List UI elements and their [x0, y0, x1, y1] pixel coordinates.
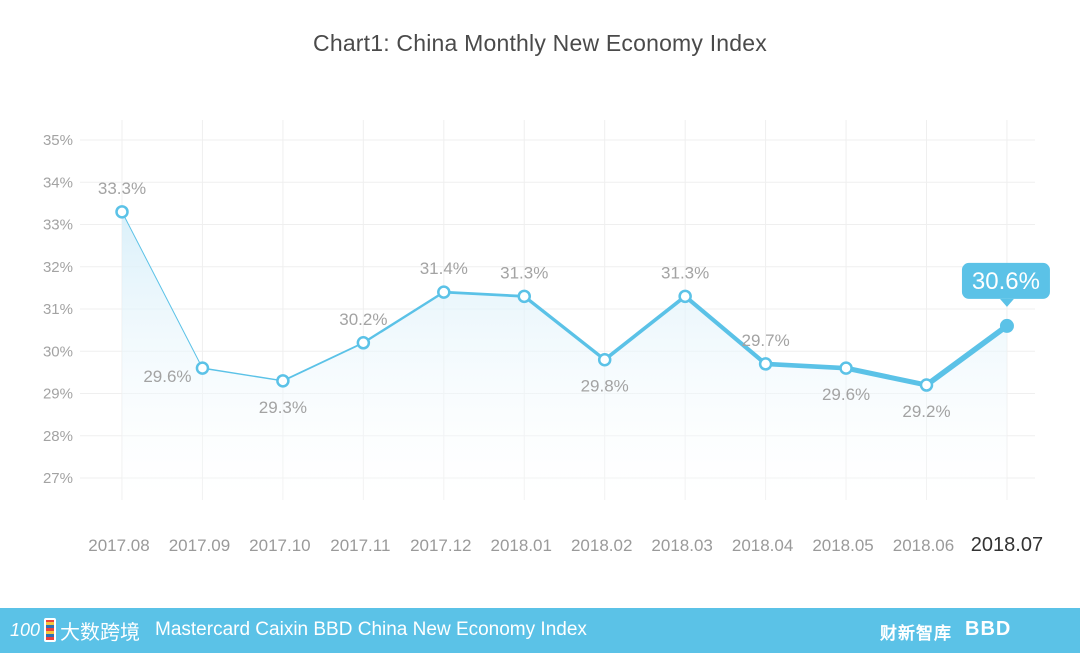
data-label: 30.2%	[339, 310, 387, 329]
data-point	[597, 352, 612, 367]
x-tick-label: 2017.10	[249, 536, 310, 555]
line-chart: 33.3% 29.6% 29.3% 30.2% 31.4% 31.3% 29.8% 31.3%…	[43, 120, 1050, 556]
y-tick-label: 29%	[43, 386, 73, 403]
series-line-segment	[763, 361, 849, 371]
series-line-segment	[522, 294, 607, 362]
x-tick-label: 2017.11	[330, 536, 390, 555]
callout-pointer	[999, 298, 1014, 307]
x-tick-label: 2018.02	[571, 536, 632, 555]
data-point	[195, 361, 210, 375]
x-tick-label: 2017.08	[88, 536, 149, 555]
series-line-segment	[442, 290, 526, 298]
data-point	[999, 318, 1014, 333]
data-point	[356, 336, 371, 350]
series-line-segment	[121, 211, 203, 369]
data-label: 29.8%	[581, 377, 629, 396]
y-tick-label: 28%	[43, 428, 73, 445]
data-label: 29.6%	[822, 385, 870, 404]
y-tick-label: 31%	[43, 301, 73, 318]
caixin-logo-text: 财新智库	[880, 624, 952, 643]
data-label: 31.3%	[661, 263, 709, 282]
x-tick-label: 2018.05	[812, 536, 873, 555]
series-line-segment	[683, 294, 768, 366]
x-tick-label: 2018.03	[651, 536, 712, 555]
data-point	[678, 289, 692, 304]
y-tick-label: 35%	[43, 132, 73, 149]
footer-bar: 100 大数跨境 Mastercard Caixin BBD China New…	[0, 608, 1080, 653]
data-label: 29.2%	[902, 402, 950, 421]
data-point	[437, 285, 451, 299]
data-point	[115, 205, 129, 219]
footer-title: Mastercard Caixin BBD China New Economy …	[155, 619, 587, 640]
logo-100-big-data: 100 大数跨境	[10, 617, 141, 644]
y-tick-label: 30%	[43, 343, 73, 360]
data-label: 31.4%	[420, 259, 468, 278]
bbd-logo-text: BBD	[965, 618, 1012, 640]
data-point	[839, 361, 853, 375]
y-tick-label: 27%	[43, 470, 73, 487]
series-line-segment	[362, 290, 445, 344]
logo-100-text: 100	[10, 619, 41, 640]
series-line-segment	[843, 365, 930, 388]
data-label: 33.3%	[98, 179, 146, 198]
phone-icon	[44, 618, 57, 642]
logo-left-cn-text: 大数跨境	[60, 621, 141, 644]
series-line-segment	[923, 323, 1010, 388]
x-tick-label: 2018.04	[732, 536, 793, 555]
series-line-segment	[201, 367, 284, 382]
x-tick-label: 2017.12	[410, 536, 471, 555]
data-label: 31.3%	[500, 263, 548, 282]
data-label: 29.3%	[259, 398, 307, 417]
data-label: 29.7%	[741, 331, 789, 350]
x-tick-label: 2018.07	[971, 534, 1043, 556]
x-tick-label: 2018.01	[491, 536, 552, 555]
x-tick-label: 2018.06	[893, 536, 954, 555]
data-label-callout: 30.6%	[972, 268, 1040, 295]
data-point	[276, 374, 290, 388]
y-tick-label: 34%	[43, 174, 73, 191]
series-line-segment	[281, 341, 365, 382]
series-line-segment	[602, 294, 688, 362]
y-tick-label: 32%	[43, 259, 73, 276]
chart-title: Chart1: China Monthly New Economy Index	[313, 30, 767, 56]
data-label: 29.6%	[143, 367, 191, 386]
data-point	[758, 357, 773, 371]
data-point	[517, 289, 531, 304]
area-fill	[122, 211, 1007, 500]
callout-box	[961, 262, 1050, 299]
data-point	[919, 378, 934, 392]
y-tick-label: 33%	[43, 217, 73, 234]
x-tick-label: 2017.09	[169, 536, 230, 555]
